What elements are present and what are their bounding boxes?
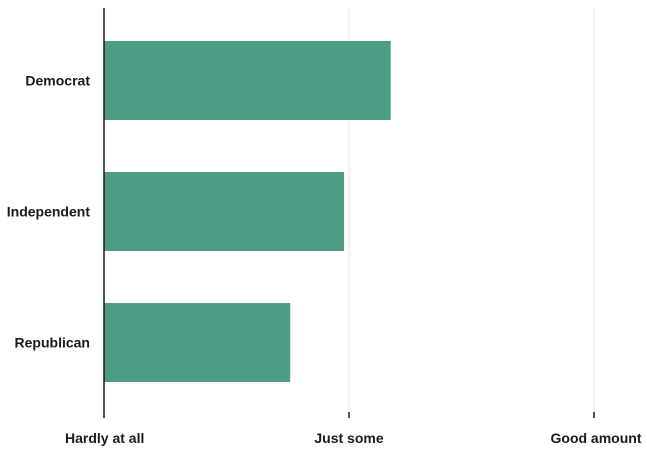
bars [104,41,391,382]
bar-democrat [104,41,391,120]
bar-republican [104,303,291,382]
category-label: Independent [7,204,91,220]
x-tick-label: Good amount [551,430,642,446]
x-tick-label: Just some [314,430,383,446]
bar-independent [104,172,345,251]
x-tick-label: Hardly at all [65,430,144,446]
category-label: Democrat [25,73,90,89]
category-labels: Democrat Independent Republican [7,73,91,351]
x-axis-ticks: Hardly at all Just some Good amount [65,412,642,446]
category-label: Republican [15,335,90,351]
